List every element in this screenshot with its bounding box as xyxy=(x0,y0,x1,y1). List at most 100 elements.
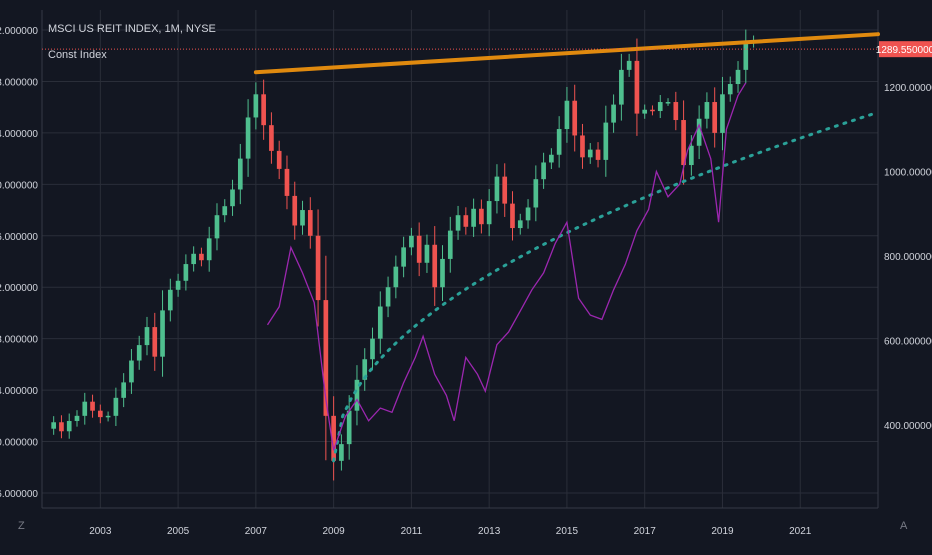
candle-body xyxy=(743,42,749,70)
candle-body xyxy=(144,327,150,346)
right-axis-tick: 600.000000 xyxy=(884,337,932,348)
candle-body xyxy=(541,162,546,180)
candle-body xyxy=(549,154,554,163)
candle-body xyxy=(673,102,679,121)
candle-body xyxy=(346,410,352,445)
candle-body xyxy=(113,397,119,416)
study-label[interactable]: Const Index xyxy=(48,49,107,61)
candle-body xyxy=(432,244,438,288)
candle-body xyxy=(502,176,508,204)
candle-body xyxy=(595,149,601,160)
candle-body xyxy=(339,444,344,461)
candle-body xyxy=(564,100,570,130)
candle-body xyxy=(572,100,578,136)
candle-body xyxy=(105,415,111,418)
candle-body xyxy=(447,230,453,259)
candle-body xyxy=(315,235,321,301)
candle-body xyxy=(230,189,235,207)
candle-body xyxy=(222,206,228,216)
candle-body xyxy=(269,125,274,151)
candle-body xyxy=(59,422,64,432)
candle-body xyxy=(66,420,72,432)
left-axis-tick: 40.000000 xyxy=(0,180,38,191)
candle-body xyxy=(245,117,251,159)
candle-body xyxy=(533,179,539,208)
candle-body xyxy=(424,244,430,263)
left-axis-tick: 44.000000 xyxy=(0,129,38,140)
candle-body xyxy=(276,150,282,169)
candle-body xyxy=(471,208,476,227)
x-axis-tick: 2007 xyxy=(245,526,268,537)
left-axis-tick: 32.000000 xyxy=(0,283,38,294)
candle-body xyxy=(214,215,220,239)
candle-body xyxy=(642,109,648,114)
candle-body xyxy=(160,310,165,357)
candle-body xyxy=(611,104,616,123)
candle-body xyxy=(152,327,158,357)
last-price-badge xyxy=(879,41,932,58)
x-axis-tick: 2003 xyxy=(89,526,112,537)
candle-body xyxy=(191,253,196,265)
candle-body xyxy=(82,401,88,416)
x-axis-tick: 2017 xyxy=(634,526,657,537)
zoom-icon[interactable]: Z xyxy=(18,520,25,532)
last-price-label: 1289.550000 xyxy=(876,45,932,56)
candle-body xyxy=(665,102,671,104)
candle-body xyxy=(463,215,469,227)
candle-body xyxy=(362,359,368,380)
left-axis-tick: 28.000000 xyxy=(0,335,38,346)
candle-body xyxy=(300,210,305,226)
left-axis-tick: 16.000000 xyxy=(0,489,38,500)
candle-body xyxy=(51,422,56,429)
candle-body xyxy=(354,379,360,411)
left-axis-tick: 36.000000 xyxy=(0,232,38,243)
right-axis-tick: 400.000000 xyxy=(884,421,932,432)
candle-body xyxy=(650,109,655,112)
candle-body xyxy=(385,287,391,307)
candle-body xyxy=(121,382,126,398)
candle-body xyxy=(440,258,445,288)
chart-title[interactable]: MSCI US REIT INDEX, 1M, NYSE xyxy=(48,23,216,35)
candle-body xyxy=(720,94,725,133)
candle-body xyxy=(727,84,733,95)
candle-body xyxy=(486,201,492,225)
candle-body xyxy=(307,210,313,236)
candle-body xyxy=(136,345,142,361)
candle-body xyxy=(626,60,632,70)
candle-body xyxy=(331,415,336,461)
candle-body xyxy=(735,69,741,85)
candle-body xyxy=(580,135,585,158)
candle-body xyxy=(377,306,383,339)
x-axis-tick: 2009 xyxy=(323,526,346,537)
right-axis-tick: 1200.000000 xyxy=(884,83,932,94)
candle-body xyxy=(704,102,710,119)
candle-body xyxy=(416,235,422,263)
left-axis-tick: 24.000000 xyxy=(0,386,38,397)
candle-body xyxy=(167,289,173,311)
candle-body xyxy=(261,94,266,126)
candle-body xyxy=(370,338,375,360)
x-axis-tick: 2011 xyxy=(401,526,423,537)
candle-body xyxy=(510,203,515,229)
candle-body xyxy=(199,253,204,261)
x-axis-tick: 2005 xyxy=(167,526,190,537)
candle-body xyxy=(517,220,523,229)
candle-body xyxy=(183,264,189,281)
candle-body xyxy=(689,145,694,166)
x-axis-tick: 2015 xyxy=(556,526,579,537)
candle-body xyxy=(393,266,399,288)
candle-body xyxy=(401,247,406,267)
left-axis-tick: 48.000000 xyxy=(0,77,38,88)
candle-body xyxy=(237,158,243,190)
candle-body xyxy=(696,118,702,146)
auto-scale-icon[interactable]: A xyxy=(900,520,908,532)
candle-body xyxy=(587,149,593,158)
candle-body xyxy=(206,238,212,261)
candle-body xyxy=(97,410,103,418)
candle-body xyxy=(74,415,80,421)
candle-body xyxy=(409,235,414,248)
candle-body xyxy=(712,102,718,133)
candle-body xyxy=(681,120,686,166)
